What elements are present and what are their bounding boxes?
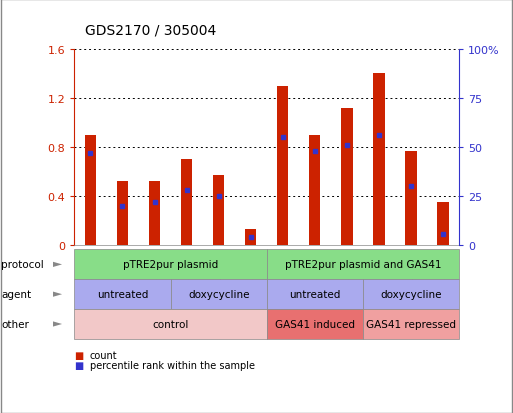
Text: pTRE2pur plasmid and GAS41: pTRE2pur plasmid and GAS41: [285, 260, 441, 270]
Bar: [405, 151, 417, 246]
Text: GAS41 repressed: GAS41 repressed: [366, 319, 456, 329]
Bar: [181, 160, 192, 246]
Bar: [245, 230, 256, 246]
Text: doxycycline: doxycycline: [188, 290, 249, 299]
Text: control: control: [152, 319, 189, 329]
Bar: [213, 176, 224, 246]
Text: GAS41 induced: GAS41 induced: [275, 319, 355, 329]
Text: percentile rank within the sample: percentile rank within the sample: [90, 360, 255, 370]
Bar: [85, 135, 96, 246]
Text: other: other: [1, 319, 29, 329]
Bar: [373, 74, 385, 246]
Text: pTRE2pur plasmid: pTRE2pur plasmid: [123, 260, 218, 270]
Text: untreated: untreated: [289, 290, 341, 299]
Bar: [309, 135, 321, 246]
Bar: [341, 109, 352, 246]
Bar: [277, 86, 288, 246]
Bar: [149, 182, 160, 246]
Text: count: count: [90, 350, 117, 360]
Text: GDS2170 / 305004: GDS2170 / 305004: [85, 23, 216, 37]
Polygon shape: [53, 322, 62, 327]
Text: ■: ■: [74, 350, 84, 360]
Text: untreated: untreated: [97, 290, 148, 299]
Text: agent: agent: [1, 290, 31, 299]
Text: protocol: protocol: [1, 260, 44, 270]
Polygon shape: [53, 292, 62, 297]
Polygon shape: [53, 262, 62, 267]
Bar: [117, 182, 128, 246]
Bar: [438, 203, 449, 246]
Text: ■: ■: [74, 360, 84, 370]
Text: doxycycline: doxycycline: [380, 290, 442, 299]
